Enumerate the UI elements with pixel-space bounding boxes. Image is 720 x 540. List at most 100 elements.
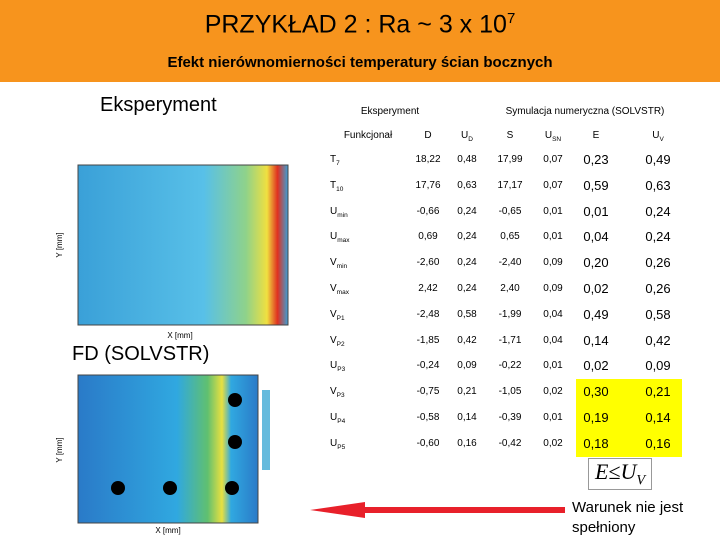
column-header-sub: V [659, 136, 664, 143]
row-label-symbol: U [330, 412, 338, 423]
cell-text: 0,16 [457, 437, 477, 449]
row-label-sub: 7 [336, 160, 340, 167]
x-axis-label: X [mm] [155, 526, 180, 535]
x-axis-label: X [mm] [167, 331, 192, 340]
cell: 0,01 [523, 231, 583, 242]
cell-text: -1,05 [498, 386, 522, 398]
cell-text: 0,24 [645, 229, 671, 245]
row-label: VP3 [330, 386, 345, 399]
group-header: Symulacja numeryczna (SOLVSTR) [490, 106, 680, 117]
column-header-main: E [592, 130, 600, 141]
cell: 0,26 [628, 255, 688, 270]
cell: 0,07 [523, 154, 583, 165]
colorbar [262, 390, 270, 470]
cell-text: 0,09 [645, 358, 671, 374]
row-label: T10 [330, 180, 343, 193]
column-header-sub: D [468, 136, 473, 143]
highlight [576, 405, 682, 431]
cell: 0,01 [523, 360, 583, 371]
cell: 0,19 [566, 410, 626, 425]
cell-text: 17,99 [497, 154, 523, 165]
cell-text: 0,24 [457, 283, 477, 294]
title-sup: 7 [506, 10, 516, 27]
cell-text: 0,23 [583, 152, 609, 167]
cell-text: 0,42 [645, 332, 671, 348]
row-label-sub: min [336, 263, 348, 271]
cell: 0,04 [523, 309, 583, 320]
cell-text: -0,58 [416, 412, 440, 423]
cell-text: 0,01 [543, 205, 563, 217]
cell: 17,76 [398, 180, 458, 191]
cell: 0,04 [566, 229, 626, 244]
cell-text: 0,01 [543, 231, 563, 243]
row-label-symbol: U [330, 437, 338, 449]
cell-text: 0,65 [500, 231, 520, 243]
cell-text: 0,58 [645, 306, 671, 322]
row-label-symbol: T [330, 179, 337, 191]
column-header: USN [513, 130, 593, 143]
cell: 0,02 [566, 358, 626, 373]
cell-text: 0,24 [457, 257, 477, 269]
column-header-sub: SN [552, 136, 562, 143]
cell-text: -0,66 [416, 205, 440, 217]
cell-text: 0,02 [583, 358, 609, 374]
column-header-main: D [424, 130, 432, 141]
column-header-main: U [461, 130, 469, 141]
cell-text: 0,21 [645, 384, 671, 400]
row-label: Vmin [330, 257, 347, 270]
row-label: Umax [330, 231, 350, 244]
contour [77, 374, 259, 524]
cell: 0,59 [566, 178, 626, 193]
cell-text: 0,01 [543, 360, 563, 372]
cell: 0,48 [437, 154, 497, 165]
cell-text: 0,09 [457, 360, 477, 372]
cell-text: 2,40 [500, 283, 520, 294]
cell: 0,63 [437, 180, 497, 191]
cell-text: 0,63 [645, 177, 671, 193]
row-label: UP4 [330, 412, 345, 425]
cell: -2,40 [480, 257, 540, 268]
cell: -2,60 [398, 257, 458, 268]
column-header-main: U [652, 130, 660, 141]
cell: 0,21 [628, 384, 688, 399]
header-band [0, 0, 720, 82]
cell: 0,24 [437, 206, 497, 217]
cell-text: 18,22 [415, 154, 441, 165]
cell: 0,42 [628, 333, 688, 348]
cell-text: -2,48 [416, 308, 440, 320]
row-label-sub: P2 [336, 340, 345, 348]
column-header-main: Funkcjonał [343, 130, 393, 141]
cell: 0,65 [480, 231, 540, 242]
cell-text: 0,07 [543, 154, 563, 165]
cell: 18,22 [398, 154, 458, 165]
highlight [576, 379, 682, 405]
row-label-symbol: V [330, 308, 337, 320]
column-header: E [556, 130, 636, 141]
cell-text: 17,17 [497, 179, 523, 191]
cell: 0,20 [566, 255, 626, 270]
cell-text: -1,99 [498, 308, 522, 320]
cell-text: 0,20 [583, 255, 609, 271]
cell: 0,18 [566, 436, 626, 451]
title-text: PRZYKŁAD 2 : Ra ~ 3 x 10 [204, 10, 507, 39]
cell: -0,65 [480, 206, 540, 217]
row-label-symbol: T [330, 154, 337, 165]
cell: 0,49 [628, 152, 688, 167]
note: Warunek nie jest spełniony [572, 499, 684, 536]
row-label-symbol: V [330, 386, 337, 398]
cell-text: -0,22 [498, 360, 522, 372]
cell-text: 0,42 [457, 334, 477, 346]
row-label-sub: P3 [337, 366, 346, 374]
cell: 0,24 [437, 257, 497, 268]
y-axis-label: Y [mm] [55, 437, 64, 462]
row-label-sub: max [336, 289, 349, 296]
cell-text: 0,59 [583, 177, 609, 193]
cell: 0,30 [566, 384, 626, 399]
arrow [310, 502, 565, 518]
cell-text: 0,63 [457, 179, 477, 191]
cell-text: 0,58 [457, 308, 477, 320]
cell-text: 2,42 [418, 283, 438, 294]
cell: -0,60 [398, 438, 458, 449]
title: PRZYKŁAD 2 : Ra ~ 3 x 107 [0, 10, 720, 39]
